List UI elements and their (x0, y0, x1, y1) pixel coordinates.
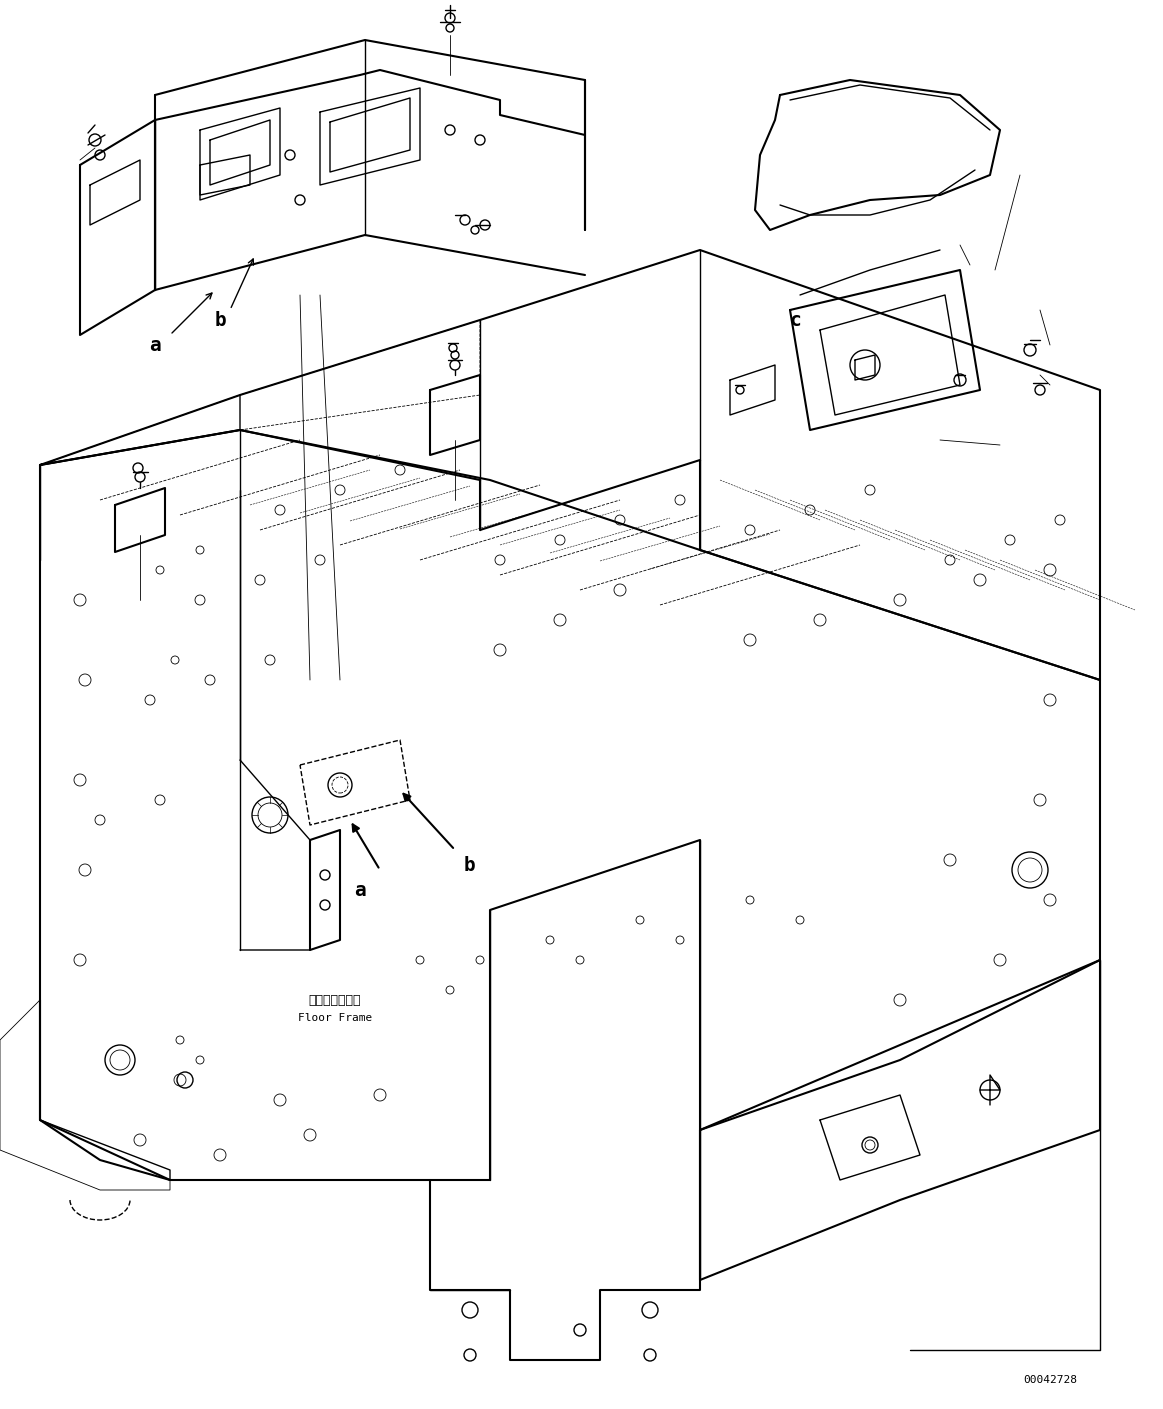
Text: b: b (464, 855, 476, 875)
Text: Floor Frame: Floor Frame (298, 1013, 372, 1023)
Text: フロアフレーム: フロアフレーム (308, 993, 362, 1006)
Text: b: b (214, 310, 226, 330)
Text: 00042728: 00042728 (1023, 1375, 1077, 1385)
Text: c: c (790, 310, 801, 330)
Text: a: a (354, 881, 366, 899)
Text: a: a (149, 335, 160, 355)
